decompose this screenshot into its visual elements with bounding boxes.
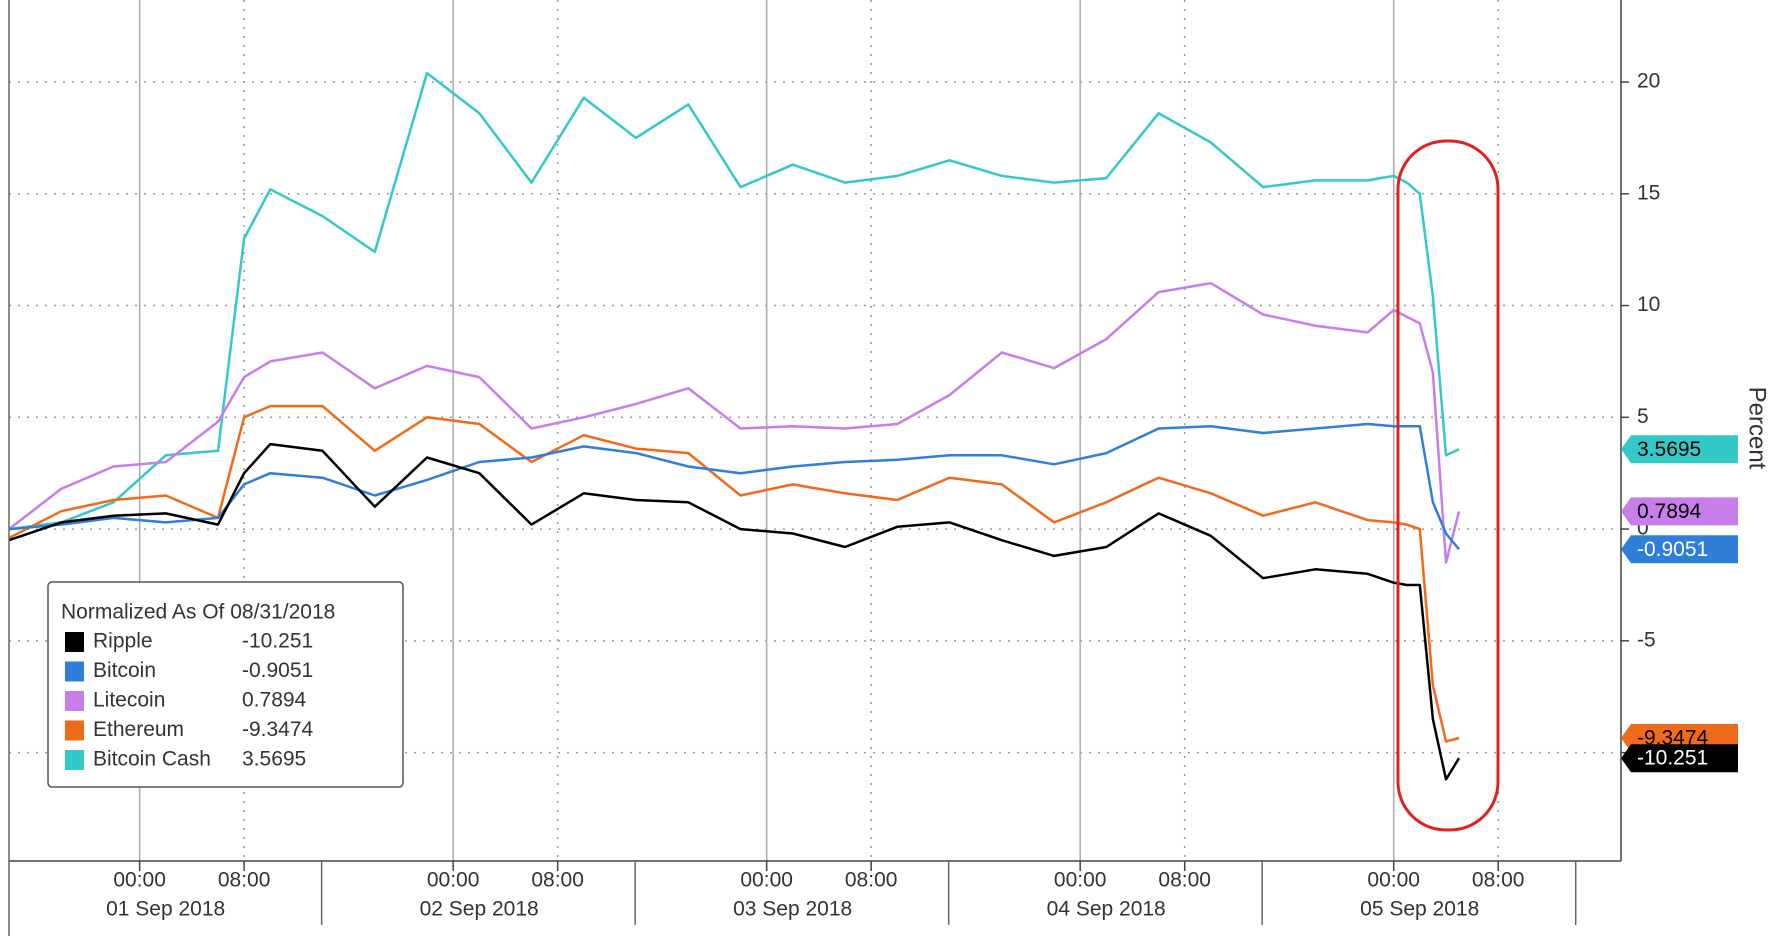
series-line <box>8 442 1461 781</box>
x-date-label: 05 Sep 2018 <box>1360 898 1479 921</box>
y-tick-label: 0 <box>1637 517 1649 540</box>
legend-box <box>47 581 404 788</box>
series-line <box>8 404 1460 743</box>
x-date-label: 02 Sep 2018 <box>420 898 539 921</box>
legend: Normalized As Of 08/31/2018 Ripple -10.25… <box>47 581 404 788</box>
legend-label: Bitcoin <box>93 659 156 682</box>
legend-label: Bitcoin Cash <box>93 748 211 771</box>
legend-label: Ripple <box>93 630 153 653</box>
value-badge <box>1621 497 1738 526</box>
lines <box>8 71 1461 781</box>
x-tick-label: 08:00 <box>1472 869 1525 892</box>
legend-title: Normalized As Of 08/31/2018 <box>61 601 335 624</box>
x-tick-label: 08:00 <box>218 869 271 892</box>
legend-swatch <box>65 661 84 682</box>
y-tick-label: 20 <box>1637 70 1660 93</box>
legend-value: 3.5695 <box>242 748 306 771</box>
x-tick-label: 00:00 <box>113 869 166 892</box>
highlight-oval <box>1396 139 1500 832</box>
x-date-label: 04 Sep 2018 <box>1047 898 1166 921</box>
x-tick-label: 08:00 <box>1158 869 1211 892</box>
value-badge-label: -0.9051 <box>1637 538 1708 561</box>
value-badge-label: -9.3474 <box>1637 727 1709 750</box>
y-tick-label: 10 <box>1637 293 1660 316</box>
legend-swatch <box>65 691 84 711</box>
y-tick-label: 15 <box>1637 181 1660 204</box>
value-badge <box>1621 535 1738 564</box>
x-tick-label: 00:00 <box>1367 869 1420 892</box>
series-line <box>8 422 1460 551</box>
x-date-label: 01 Sep 2018 <box>106 898 225 921</box>
legend-swatch <box>65 720 84 741</box>
axes: -10-50510152000:0008:0000:0008:0000:0008… <box>106 70 1667 925</box>
legend-swatch <box>65 750 84 770</box>
legend-value: -9.3474 <box>242 718 314 741</box>
x-date-label: 03 Sep 2018 <box>733 898 852 921</box>
value-badge <box>1621 435 1738 464</box>
legend-label: Ethereum <box>93 718 184 741</box>
legend-value: -10.251 <box>242 630 313 653</box>
value-badge-label: 3.5695 <box>1637 438 1701 461</box>
y-tick-label: -5 <box>1637 628 1656 651</box>
y-tick-label: 5 <box>1637 405 1649 428</box>
y-axis-title: Percent <box>1744 387 1771 470</box>
value-badge-label: -10.251 <box>1637 747 1708 770</box>
legend-value: -0.9051 <box>242 659 313 682</box>
legend-swatch <box>65 632 84 652</box>
value-badge <box>1621 744 1738 773</box>
x-tick-label: 08:00 <box>845 869 898 892</box>
x-tick-label: 00:00 <box>427 869 480 892</box>
series-line <box>8 71 1460 531</box>
value-badge-label: 0.7894 <box>1637 500 1702 523</box>
series-line <box>8 281 1461 564</box>
legend-value: 0.7894 <box>242 689 307 712</box>
x-tick-label: 08:00 <box>531 869 584 892</box>
x-tick-label: 00:00 <box>740 869 793 892</box>
legend-label: Litecoin <box>93 689 165 712</box>
last-value-badges: 3.5695 -9.3474 0.7894 -0.9051 -10.251 <box>1621 435 1738 773</box>
x-tick-label: 00:00 <box>1054 869 1107 892</box>
